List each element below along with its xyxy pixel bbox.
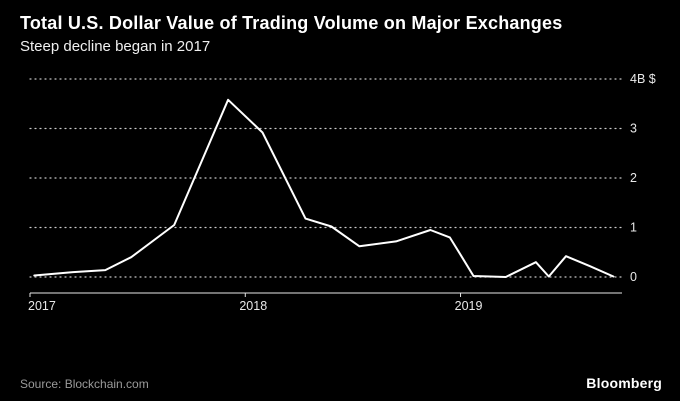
y-axis-label: 0 (630, 270, 637, 284)
trading-volume-line-chart: 0 1 2 3 4B $ 2017 2018 2019 (28, 72, 656, 313)
source-label: Source: Blockchain.com (20, 377, 149, 391)
chart-footer: Source: Blockchain.com Bloomberg (0, 375, 680, 391)
y-axis-label: 3 (630, 122, 637, 136)
x-axis-label: 2018 (239, 299, 267, 313)
chart-header: Total U.S. Dollar Value of Trading Volum… (0, 0, 680, 55)
chart-title: Total U.S. Dollar Value of Trading Volum… (20, 13, 563, 33)
x-axis-label: 2019 (455, 299, 483, 313)
y-axis-label: 1 (630, 221, 637, 235)
x-axis-label: 2017 (28, 299, 56, 313)
y-axis-label: 2 (630, 171, 637, 185)
volume-line-series (33, 99, 615, 279)
chart-subtitle: Steep decline began in 2017 (20, 38, 211, 56)
y-axis-label: 4B $ (630, 72, 656, 86)
bloomberg-logo: Bloomberg (586, 375, 662, 391)
